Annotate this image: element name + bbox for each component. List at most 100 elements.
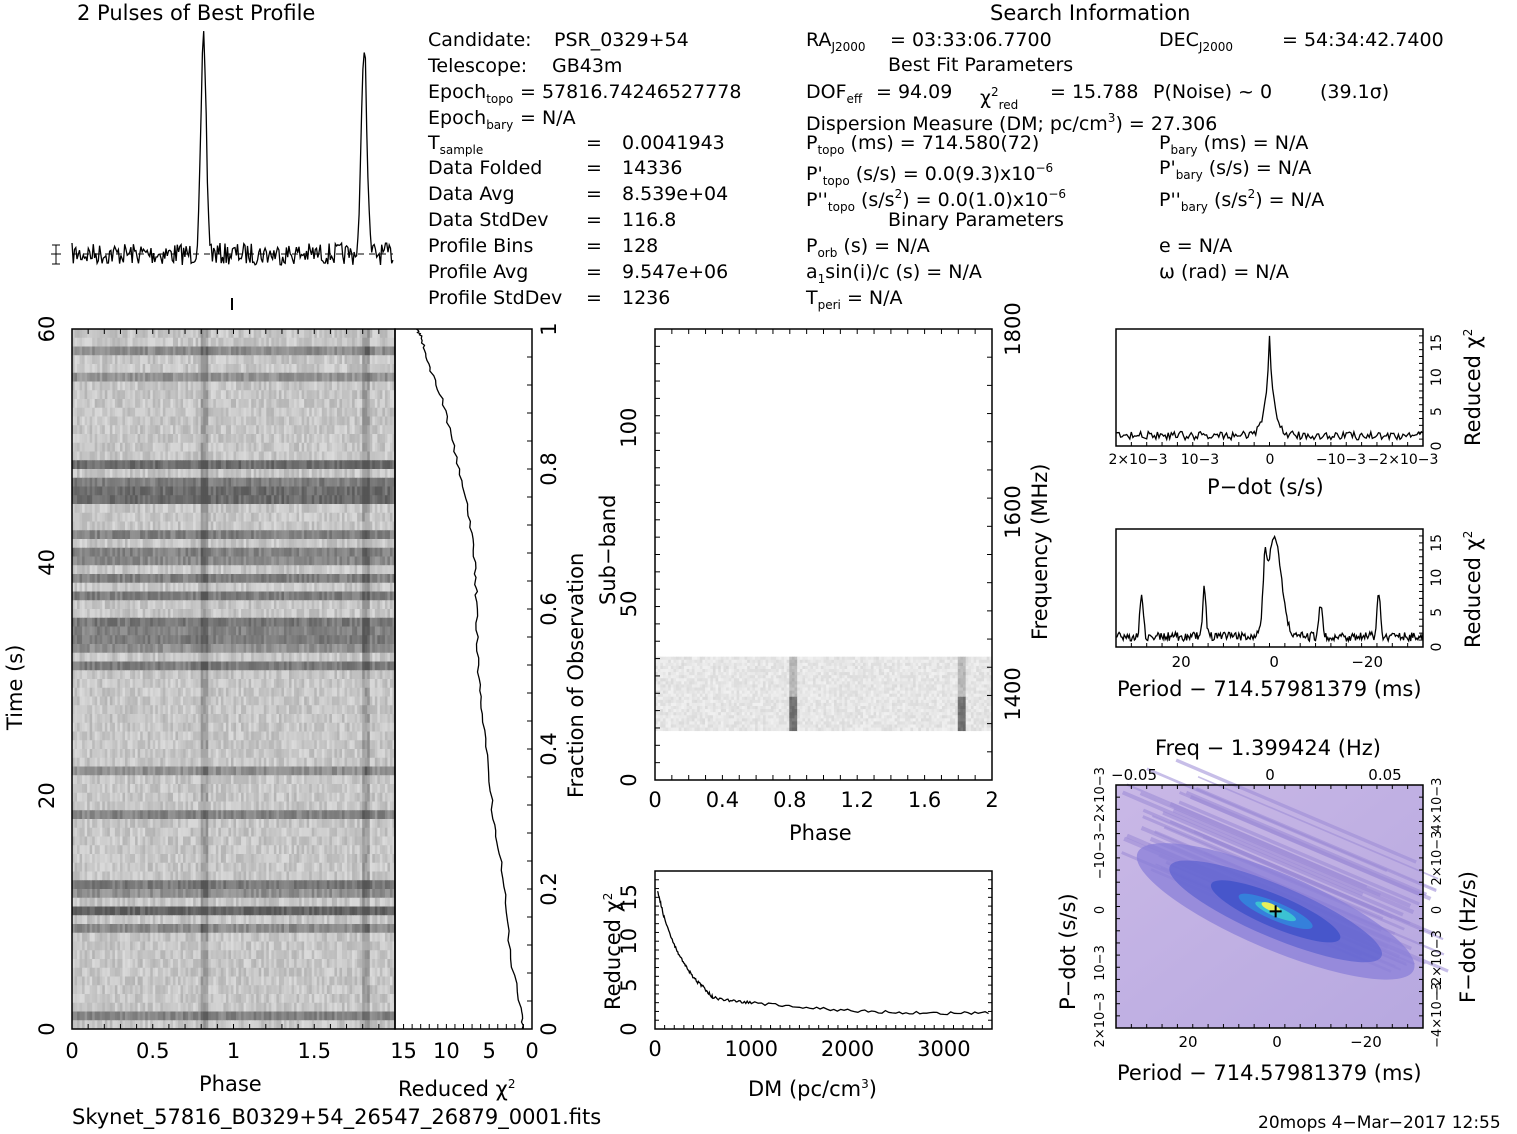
heatmap-cell: [105, 434, 108, 443]
heatmap-cell: [390, 618, 393, 627]
heatmap-cell: [322, 382, 325, 391]
heatmap-cell: [357, 347, 360, 356]
heatmap-cell: [387, 627, 390, 636]
heatmap-cell: [198, 478, 201, 487]
heatmap-cell: [367, 469, 370, 478]
heatmap-cell: [362, 618, 365, 627]
heatmap-cell: [327, 495, 330, 504]
heatmap-cell: [387, 539, 390, 548]
heatmap-cell: [317, 434, 320, 443]
heatmap-cell: [297, 347, 300, 356]
heatmap-cell: [82, 583, 85, 592]
heatmap-cell: [251, 539, 254, 548]
heatmap-cell: [319, 583, 322, 592]
heatmap-cell: [138, 557, 141, 566]
heatmap-cell: [178, 373, 181, 382]
heatmap-cell: [155, 452, 158, 461]
heatmap-cell: [211, 347, 214, 356]
heatmap-cell: [289, 329, 292, 338]
heatmap-cell: [276, 399, 279, 408]
heatmap-cell: [100, 452, 103, 461]
heatmap-cell: [342, 653, 345, 662]
heatmap-cell: [319, 355, 322, 364]
heatmap-cell: [226, 338, 229, 347]
heatmap-cell: [186, 390, 189, 399]
heatmap-cell: [153, 609, 156, 618]
heatmap-cell: [241, 329, 244, 338]
heatmap-cell: [148, 600, 151, 609]
heatmap-cell: [304, 548, 307, 557]
heatmap-cell: [390, 434, 393, 443]
heatmap-cell: [85, 382, 88, 391]
heatmap-cell: [130, 557, 133, 566]
heatmap-cell: [85, 557, 88, 566]
heatmap-cell: [314, 635, 317, 644]
heatmap-cell: [115, 583, 118, 592]
heatmap-cell: [105, 443, 108, 452]
heatmap-cell: [244, 600, 247, 609]
heatmap-cell: [241, 635, 244, 644]
heatmap-cell: [279, 609, 282, 618]
heatmap-cell: [115, 417, 118, 426]
heatmap-cell: [249, 583, 252, 592]
heatmap-cell: [188, 618, 191, 627]
heatmap-cell: [334, 495, 337, 504]
heatmap-cell: [193, 478, 196, 487]
heatmap-cell: [143, 644, 146, 653]
heatmap-cell: [357, 548, 360, 557]
heatmap-cell: [188, 583, 191, 592]
heatmap-cell: [239, 609, 242, 618]
heatmap-cell: [234, 557, 237, 566]
heatmap-cell: [95, 364, 98, 373]
heatmap-cell: [85, 469, 88, 478]
heatmap-cell: [281, 417, 284, 426]
heatmap-cell: [213, 390, 216, 399]
heatmap-cell: [160, 417, 163, 426]
heatmap-cell: [360, 635, 363, 644]
heatmap-cell: [100, 338, 103, 347]
heatmap-cell: [332, 565, 335, 574]
heatmap-cell: [261, 530, 264, 539]
heatmap-cell: [370, 417, 373, 426]
heatmap-cell: [213, 618, 216, 627]
heatmap-cell: [175, 382, 178, 391]
heatmap-cell: [120, 408, 123, 417]
heatmap-cell: [324, 592, 327, 601]
heatmap-cell: [337, 478, 340, 487]
heatmap-cell: [165, 364, 168, 373]
heatmap-cell: [286, 513, 289, 522]
heatmap-cell: [77, 469, 80, 478]
heatmap-cell: [350, 469, 353, 478]
heatmap-cell: [236, 443, 239, 452]
heatmap-cell: [203, 408, 206, 417]
heatmap-cell: [256, 644, 259, 653]
heatmap-cell: [314, 583, 317, 592]
heatmap-cell: [140, 548, 143, 557]
heatmap-cell: [175, 592, 178, 601]
heatmap-cell: [337, 329, 340, 338]
heatmap-cell: [241, 478, 244, 487]
heatmap-cell: [360, 539, 363, 548]
heatmap-cell: [97, 574, 100, 583]
heatmap-cell: [143, 460, 146, 469]
heatmap-cell: [218, 618, 221, 627]
heatmap-cell: [246, 565, 249, 574]
heatmap-cell: [342, 338, 345, 347]
heatmap-cell: [347, 600, 350, 609]
heatmap-cell: [97, 600, 100, 609]
heatmap-cell: [372, 425, 375, 434]
heatmap-cell: [251, 355, 254, 364]
heatmap-cell: [314, 390, 317, 399]
heatmap-cell: [281, 644, 284, 653]
heatmap-cell: [332, 548, 335, 557]
heatmap-cell: [181, 635, 184, 644]
heatmap-cell: [107, 609, 110, 618]
heatmap-cell: [249, 460, 252, 469]
heatmap-cell: [362, 487, 365, 496]
heatmap-cell: [130, 425, 133, 434]
heatmap-cell: [221, 443, 224, 452]
heatmap-cell: [387, 425, 390, 434]
heatmap-cell: [206, 443, 209, 452]
heatmap-cell: [375, 434, 378, 443]
heatmap-cell: [191, 417, 194, 426]
